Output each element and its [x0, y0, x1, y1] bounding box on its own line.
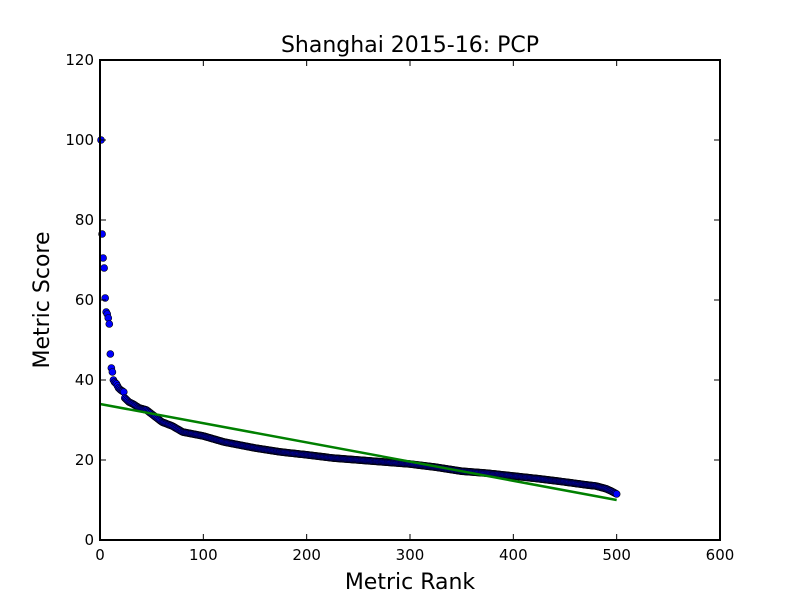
- y-tick-label: 40: [75, 371, 94, 389]
- x-tick-label: 200: [292, 546, 321, 564]
- chart-title: Shanghai 2015-16: PCP: [281, 33, 539, 58]
- y-axis-label: Metric Score: [30, 231, 55, 368]
- x-axis-label: Metric Rank: [345, 570, 476, 595]
- x-tick-label: 0: [95, 546, 105, 564]
- fit-line: [99, 402, 617, 502]
- y-tick-label: 20: [75, 451, 94, 469]
- x-tick-label: 400: [499, 546, 528, 564]
- x-tick-label: 500: [602, 546, 631, 564]
- x-tick-label: 600: [706, 546, 735, 564]
- plot-area: [97, 136, 621, 502]
- y-tick-label: 80: [75, 211, 94, 229]
- x-tick-label: 100: [189, 546, 218, 564]
- y-tick-label: 100: [65, 131, 94, 149]
- data-point: [106, 350, 115, 358]
- y-tick-label: 120: [65, 51, 94, 69]
- data-point: [105, 320, 114, 328]
- y-tick-label: 0: [84, 531, 94, 549]
- data-point: [612, 490, 621, 498]
- y-tick-label: 60: [75, 291, 94, 309]
- x-tick-label: 300: [396, 546, 425, 564]
- data-point: [108, 368, 117, 376]
- axis-ticks: 0 100 200 300 400 500 600 0 20 40 60 80 100 120: [65, 51, 734, 564]
- data-point: [100, 264, 108, 272]
